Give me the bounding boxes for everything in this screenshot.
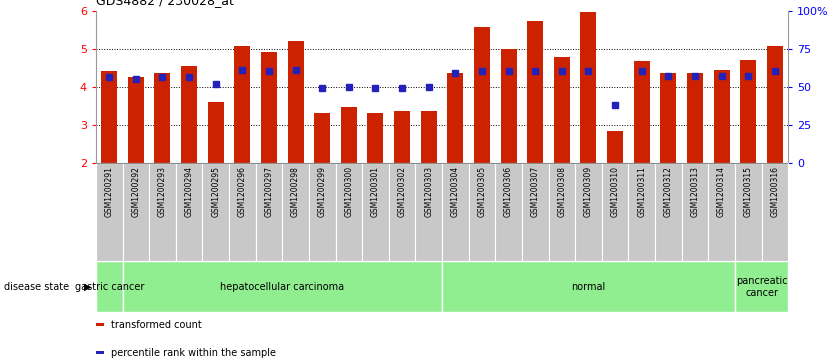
Bar — [549, 163, 575, 261]
Text: GSM1200294: GSM1200294 — [184, 166, 193, 217]
Bar — [708, 163, 735, 261]
Text: GSM1200309: GSM1200309 — [584, 166, 593, 217]
Bar — [415, 163, 442, 261]
Text: gastric cancer: gastric cancer — [74, 282, 144, 292]
Bar — [522, 163, 549, 261]
Text: GSM1200299: GSM1200299 — [318, 166, 327, 217]
Text: GSM1200304: GSM1200304 — [451, 166, 460, 217]
Bar — [766, 46, 783, 163]
Bar — [634, 61, 650, 163]
Bar — [442, 261, 735, 312]
Text: GSM1200301: GSM1200301 — [371, 166, 380, 217]
Text: GSM1200303: GSM1200303 — [425, 166, 433, 217]
Bar — [628, 163, 655, 261]
Text: GSM1200313: GSM1200313 — [691, 166, 700, 217]
Bar — [607, 131, 623, 163]
Bar — [208, 102, 224, 163]
Text: transformed count: transformed count — [111, 320, 202, 330]
Bar — [442, 163, 469, 261]
Bar — [474, 27, 490, 163]
Text: GSM1200306: GSM1200306 — [504, 166, 513, 217]
Bar — [362, 163, 389, 261]
Bar — [687, 73, 703, 163]
Bar — [469, 163, 495, 261]
Bar — [575, 163, 602, 261]
Bar — [761, 163, 788, 261]
Text: GSM1200315: GSM1200315 — [744, 166, 753, 217]
Bar — [661, 73, 676, 163]
Text: GSM1200295: GSM1200295 — [211, 166, 220, 217]
Bar — [96, 351, 104, 354]
Text: GDS4882 / 230028_at: GDS4882 / 230028_at — [96, 0, 234, 7]
Text: GSM1200292: GSM1200292 — [131, 166, 140, 217]
Text: GSM1200308: GSM1200308 — [557, 166, 566, 217]
Bar — [580, 12, 596, 163]
Bar — [309, 163, 335, 261]
Text: GSM1200316: GSM1200316 — [771, 166, 779, 217]
Bar — [714, 70, 730, 163]
Bar — [447, 73, 464, 163]
Bar — [128, 77, 143, 163]
Bar — [314, 113, 330, 163]
Bar — [389, 163, 415, 261]
Bar — [735, 163, 761, 261]
Bar — [282, 163, 309, 261]
Text: GSM1200302: GSM1200302 — [398, 166, 407, 217]
Bar — [154, 73, 170, 163]
Text: GSM1200293: GSM1200293 — [158, 166, 167, 217]
Text: ▶: ▶ — [84, 282, 92, 292]
Bar — [495, 163, 522, 261]
Bar — [500, 49, 516, 163]
Bar — [234, 46, 250, 163]
Bar — [96, 323, 104, 326]
Bar — [368, 113, 384, 163]
Bar — [203, 163, 229, 261]
Bar — [96, 261, 123, 312]
Text: GSM1200296: GSM1200296 — [238, 166, 247, 217]
Bar — [554, 57, 570, 163]
Bar — [101, 71, 118, 163]
Bar — [176, 163, 203, 261]
Text: disease state: disease state — [4, 282, 69, 292]
Text: normal: normal — [571, 282, 605, 292]
Bar — [261, 52, 277, 163]
Bar — [602, 163, 628, 261]
Bar — [181, 66, 197, 163]
Text: GSM1200305: GSM1200305 — [477, 166, 486, 217]
Bar — [681, 163, 708, 261]
Bar — [655, 163, 681, 261]
Text: GSM1200291: GSM1200291 — [105, 166, 113, 217]
Text: GSM1200314: GSM1200314 — [717, 166, 726, 217]
Text: hepatocellular carcinoma: hepatocellular carcinoma — [220, 282, 344, 292]
Bar — [96, 163, 123, 261]
Bar — [420, 111, 437, 163]
Bar — [229, 163, 256, 261]
Text: GSM1200307: GSM1200307 — [530, 166, 540, 217]
Bar — [394, 111, 410, 163]
Text: GSM1200312: GSM1200312 — [664, 166, 673, 217]
Text: GSM1200298: GSM1200298 — [291, 166, 300, 217]
Bar — [123, 261, 442, 312]
Bar — [341, 107, 357, 163]
Bar — [741, 60, 756, 163]
Text: GSM1200311: GSM1200311 — [637, 166, 646, 217]
Text: GSM1200297: GSM1200297 — [264, 166, 274, 217]
Text: percentile rank within the sample: percentile rank within the sample — [111, 348, 276, 358]
Bar — [288, 41, 304, 163]
Bar — [527, 21, 543, 163]
Text: pancreatic
cancer: pancreatic cancer — [736, 276, 787, 298]
Bar — [256, 163, 282, 261]
Text: GSM1200300: GSM1200300 — [344, 166, 354, 217]
Bar — [123, 163, 149, 261]
Bar — [149, 163, 176, 261]
Bar — [735, 261, 788, 312]
Bar — [335, 163, 362, 261]
Text: GSM1200310: GSM1200310 — [610, 166, 620, 217]
